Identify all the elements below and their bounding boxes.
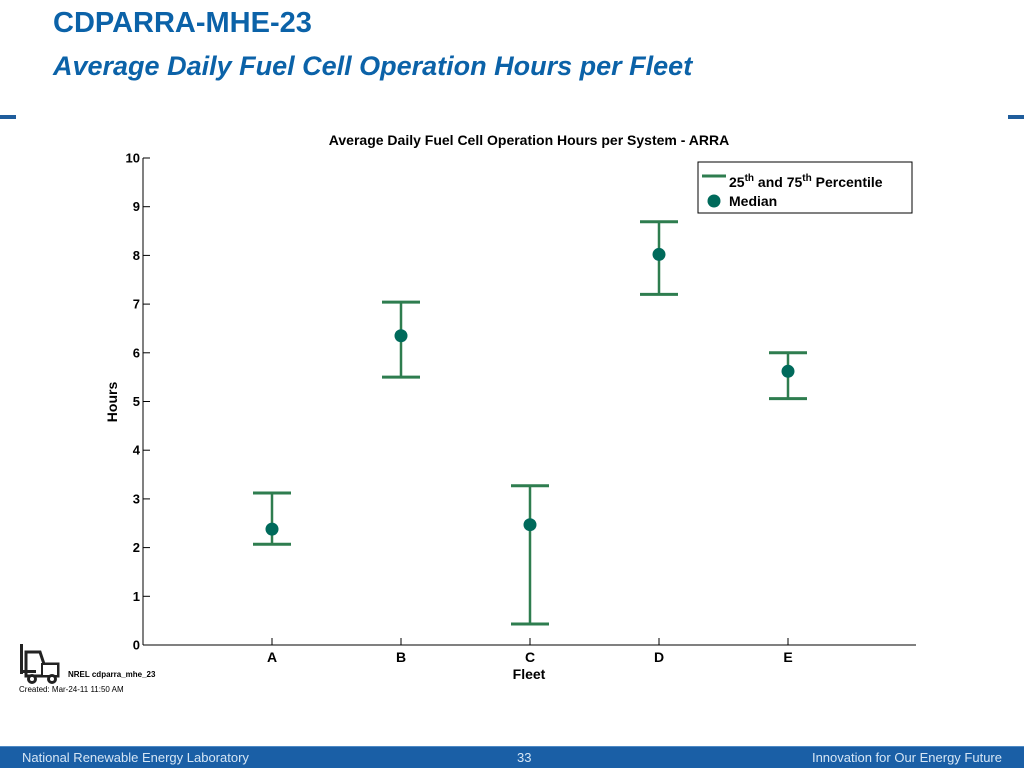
errorbar-d: [640, 220, 678, 296]
median-point: [652, 247, 666, 261]
y-tick-label: 2: [133, 540, 140, 555]
median-point: [394, 329, 408, 343]
x-tick-label: E: [783, 649, 792, 665]
y-tick-label: 4: [133, 443, 141, 458]
x-tick-label: A: [267, 649, 277, 665]
x-tick-label: B: [396, 649, 406, 665]
y-tick-label: 0: [133, 638, 140, 653]
errorbar-c: [511, 484, 549, 626]
footer-page-number: 33: [517, 750, 532, 765]
nrel-figure-id: NREL cdparra_mhe_23: [68, 670, 156, 679]
x-tick-label: D: [654, 649, 664, 665]
y-tick-label: 1: [133, 589, 140, 604]
slide-subtitle: Average Daily Fuel Cell Operation Hours …: [53, 51, 693, 81]
right-edge-mark: [1008, 115, 1024, 119]
slide-title: CDPARRA-MHE-23: [53, 7, 312, 39]
legend-percentile-label: 25th and 75th Percentile: [729, 173, 883, 190]
median-point: [781, 364, 795, 378]
median-point: [265, 522, 279, 536]
y-tick-label: 6: [133, 345, 140, 360]
y-tick-label: 9: [133, 199, 140, 214]
y-tick-label: 8: [133, 248, 140, 263]
legend-median-swatch: [707, 194, 721, 208]
median-point: [523, 518, 537, 532]
x-ticks: A B C D E: [267, 638, 793, 665]
y-tick-label: 3: [133, 491, 140, 506]
errorbar-a: [253, 491, 291, 546]
left-edge-mark: [0, 115, 16, 119]
y-axis-label: Hours: [104, 382, 120, 423]
created-timestamp: Created: Mar-24-11 11:50 AM: [19, 685, 124, 694]
errorbar-e: [769, 351, 807, 401]
chart-marks: [253, 220, 807, 626]
y-tick-label: 7: [133, 297, 140, 312]
x-tick-label: C: [525, 649, 535, 665]
chart-title: Average Daily Fuel Cell Operation Hours …: [329, 132, 729, 148]
y-ticks: 0 1 2 3 4 5 6 7 8 9 10: [126, 151, 150, 653]
legend-box: [697, 161, 913, 214]
x-axis-label: Fleet: [513, 666, 546, 682]
legend-median-label: Median: [729, 193, 777, 209]
forklift-icon: [20, 644, 60, 684]
slide-footer: National Renewable Energy Laboratory 33 …: [0, 746, 1024, 768]
legend: 25th and 75th Percentile Median: [697, 161, 913, 214]
footer-tagline: Innovation for Our Energy Future: [811, 750, 1002, 765]
errorbar-b: [382, 300, 420, 379]
y-tick-label: 10: [126, 151, 140, 166]
y-tick-label: 5: [133, 394, 140, 409]
footer-organization: National Renewable Energy Laboratory: [22, 750, 249, 765]
